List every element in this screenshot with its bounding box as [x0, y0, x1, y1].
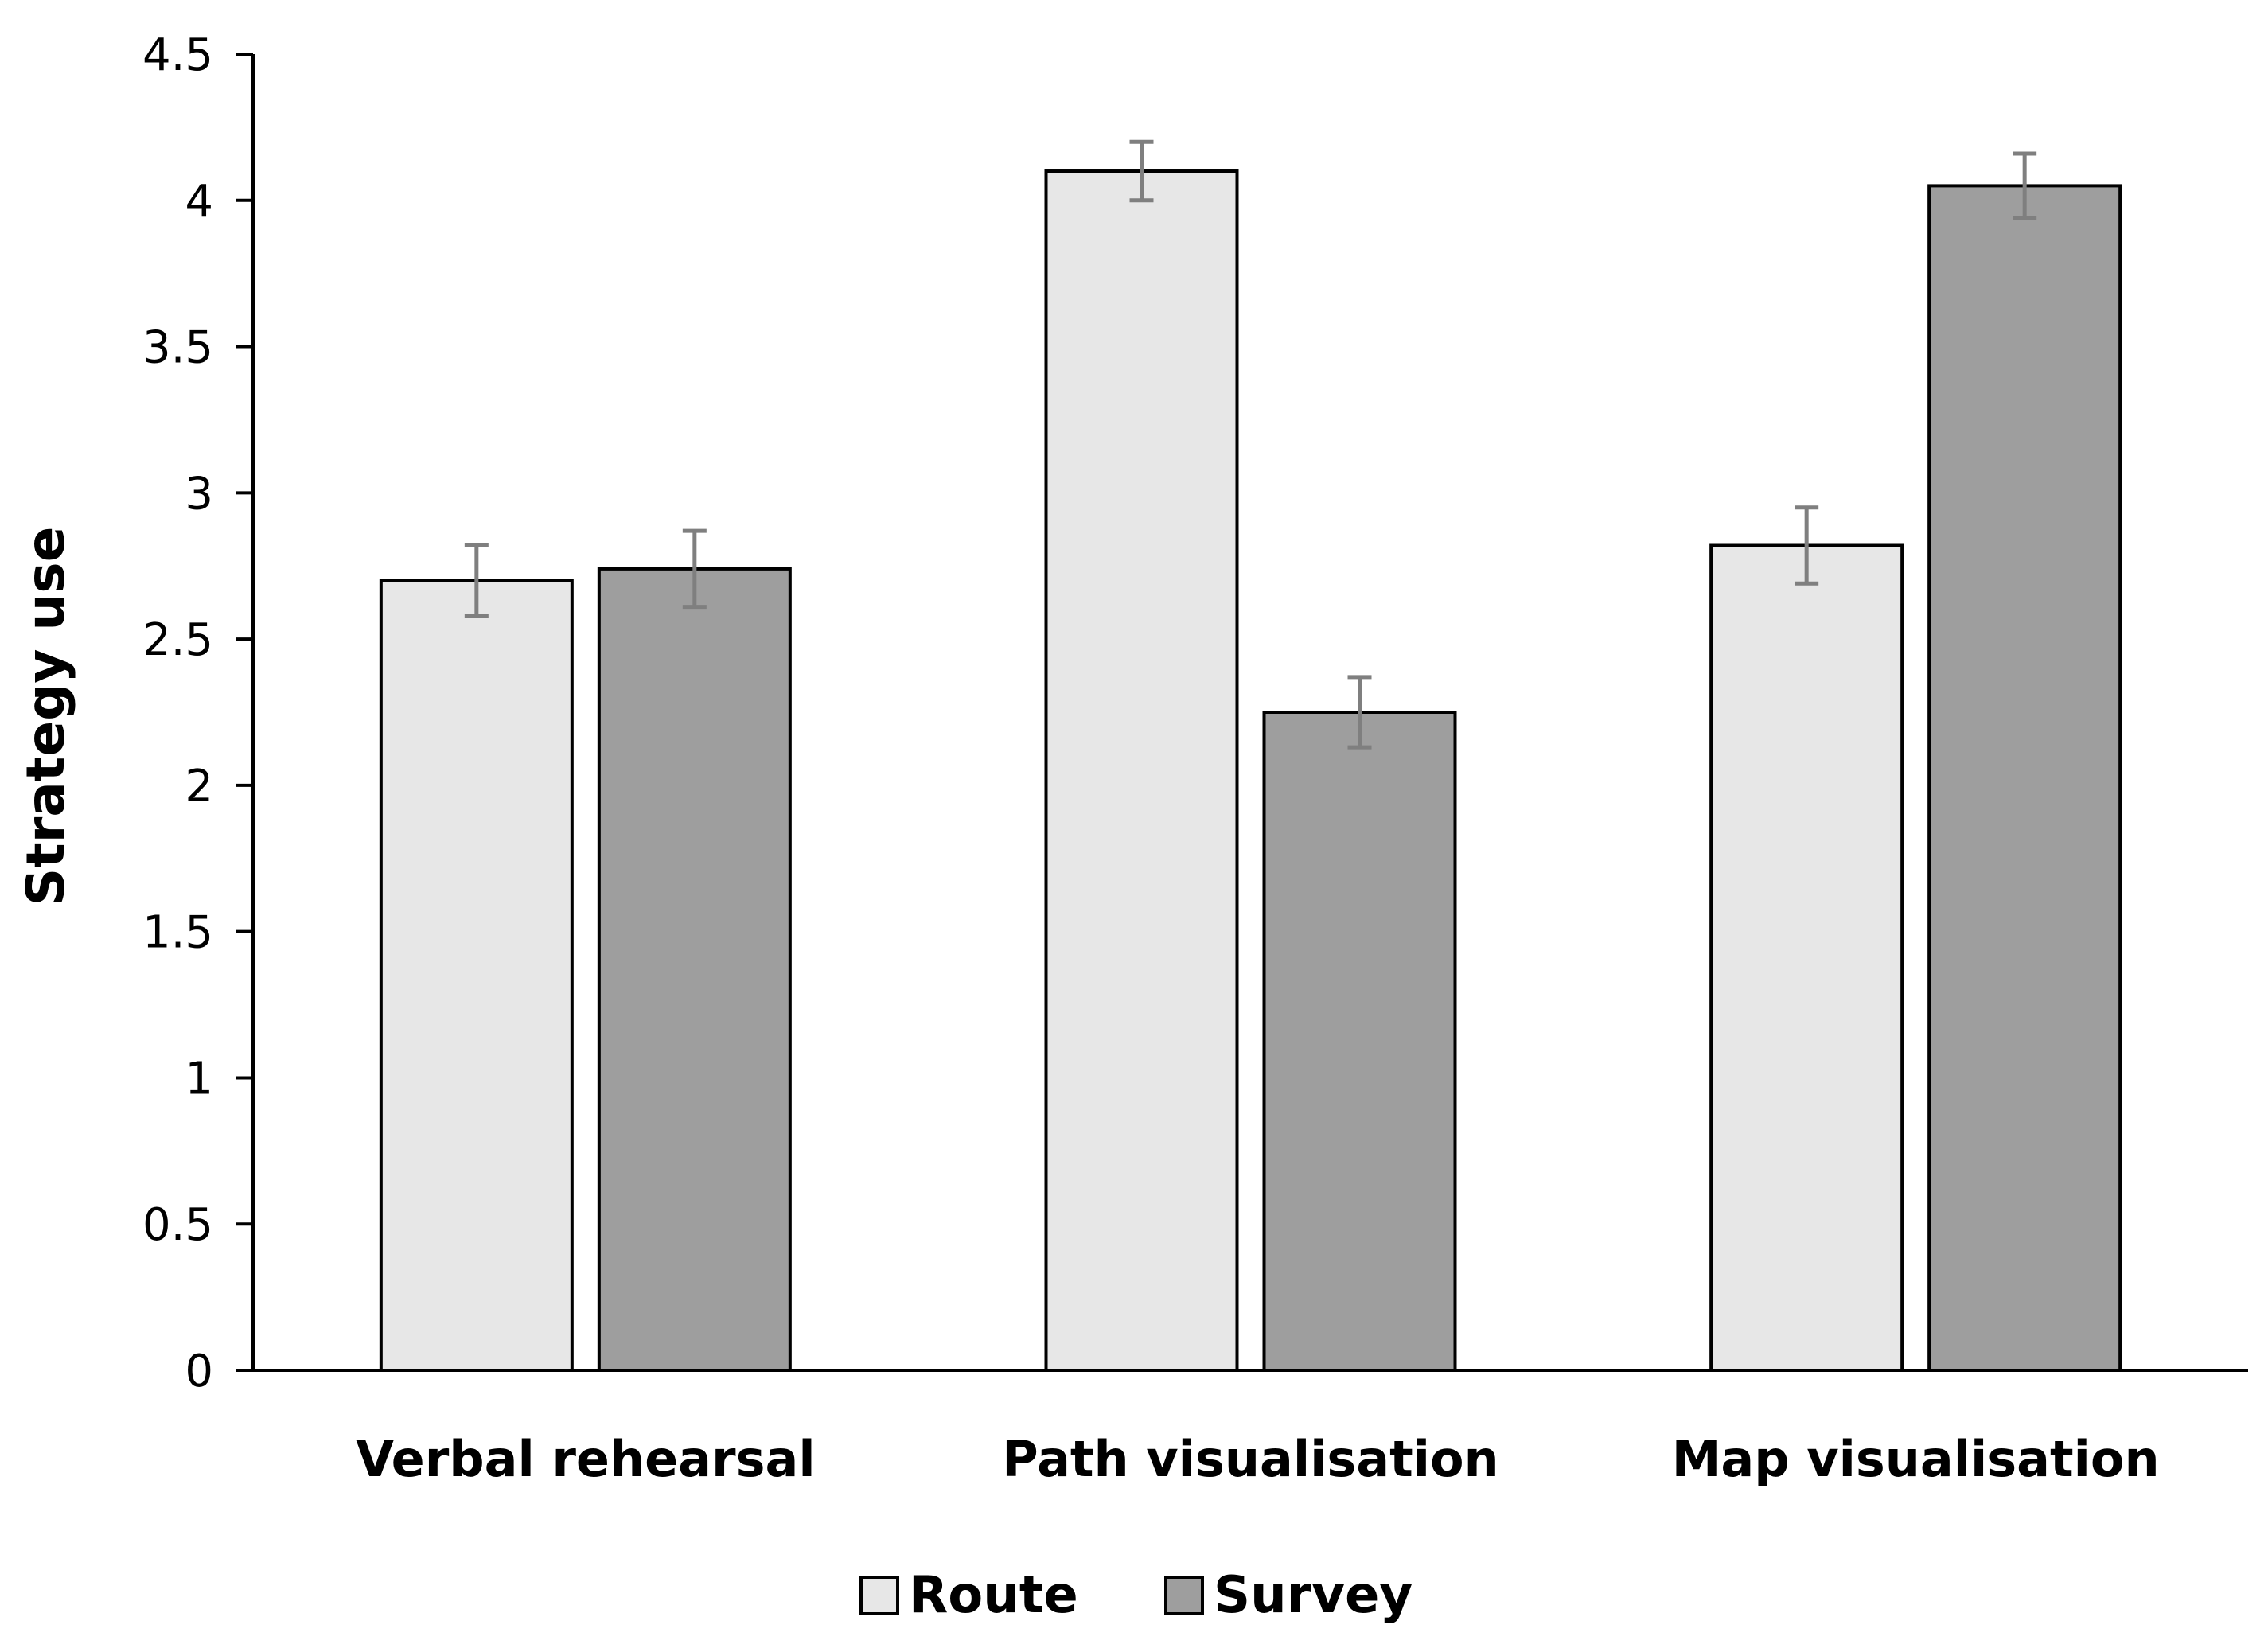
- y-axis-title: Strategy use: [15, 527, 76, 906]
- y-tick-label: 3: [185, 468, 213, 520]
- error-bar-route-1: [464, 543, 489, 618]
- error-bar-route-2: [1129, 139, 1154, 203]
- bar-survey-3: [1927, 184, 2122, 1372]
- x-category-label: Path visualisation: [1002, 1430, 1498, 1488]
- bar-route-1: [379, 579, 574, 1372]
- y-tick-label: 0.5: [142, 1199, 213, 1251]
- legend-item-survey: Survey: [1164, 1566, 1413, 1625]
- legend-label-survey: Survey: [1214, 1566, 1413, 1625]
- legend-label-route: Route: [909, 1566, 1078, 1625]
- y-tick-label: 1: [185, 1053, 213, 1105]
- y-tick-label: 2.5: [142, 614, 213, 666]
- error-bar-survey-3: [2013, 151, 2037, 220]
- y-tick-label: 0: [185, 1346, 213, 1397]
- legend-swatch-route: [859, 1576, 899, 1615]
- legend-item-route: Route: [859, 1566, 1078, 1625]
- bar-survey-2: [1262, 711, 1457, 1372]
- y-tick-label: 4: [185, 176, 213, 228]
- x-category-label: Map visualisation: [1672, 1430, 2160, 1488]
- error-bar-survey-2: [1347, 675, 1372, 750]
- legend-swatch-survey: [1164, 1576, 1204, 1615]
- y-tick-label: 1.5: [142, 907, 213, 959]
- bar-route-2: [1044, 169, 1239, 1372]
- x-category-label: Verbal rehearsal: [356, 1430, 816, 1488]
- y-axis: 0 0.5 1 1.5 2 2.5 3 3.5 4 4.5: [142, 29, 255, 1397]
- y-tick-label: 2: [185, 761, 213, 812]
- y-tick-label: 3.5: [142, 322, 213, 374]
- error-bar-survey-1: [682, 528, 707, 610]
- bar-survey-1: [597, 567, 792, 1372]
- y-tick-label: 4.5: [142, 29, 213, 81]
- bar-route-3: [1709, 543, 1904, 1373]
- legend: Route Survey: [859, 1566, 1413, 1625]
- error-bar-route-3: [1795, 505, 1819, 586]
- plot-area: [379, 139, 2122, 1373]
- x-axis: Verbal rehearsal Path visualisation Map vi…: [253, 1369, 2248, 1488]
